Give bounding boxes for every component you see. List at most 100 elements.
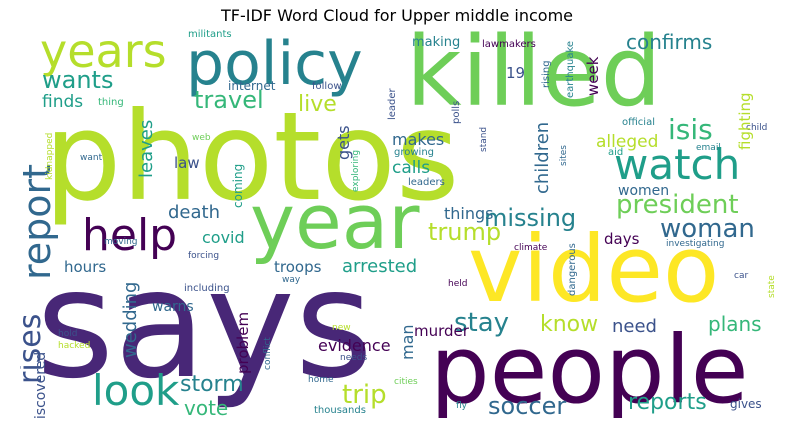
word-home: home: [308, 375, 334, 385]
word-help: help: [82, 210, 178, 261]
word-video: video: [468, 216, 720, 323]
word-alleged: alleged: [596, 132, 659, 152]
word-forcing: forcing: [188, 251, 220, 261]
word-official: official: [622, 117, 655, 128]
word-dangerous: dangerous: [567, 243, 578, 296]
word-climate: climate: [514, 243, 548, 253]
word-way: way: [282, 275, 301, 285]
word-children: children: [532, 121, 553, 194]
word-thing: thing: [98, 97, 124, 108]
word-leaves: leaves: [136, 119, 157, 178]
word-kidnapped: kidnapped: [45, 132, 55, 180]
word-gives: gives: [730, 397, 762, 411]
word-investigating: investigating: [666, 239, 725, 249]
word-cloud: says photos killed video people year pol…: [20, 28, 788, 418]
word-death: death: [168, 202, 220, 223]
word-isis: isis: [668, 113, 713, 146]
word-lawmakers: lawmakers: [482, 39, 536, 50]
word-leaders: leaders: [408, 177, 445, 188]
chart-title: TF-IDF Word Cloud for Upper middle incom…: [220, 6, 573, 25]
word-killed: killed: [406, 28, 662, 128]
word-fighting: fighting: [736, 92, 754, 150]
word-soccer: soccer: [488, 392, 567, 418]
word-want: want: [80, 153, 103, 163]
word-murder: murder: [414, 322, 469, 340]
word-web: web: [192, 133, 211, 143]
word-people: people: [430, 316, 749, 418]
word-women: women: [618, 183, 670, 199]
word-rising: rising: [541, 60, 552, 88]
word-know: know: [540, 312, 599, 337]
word-growing: growing: [394, 147, 434, 158]
word-storm: storm: [180, 372, 244, 397]
word-arrested: arrested: [342, 256, 418, 277]
word-conflict: conflict: [263, 337, 273, 370]
word-policy: policy: [186, 29, 363, 99]
word-discovered: discovered: [33, 351, 49, 418]
word-aid: aid: [608, 147, 624, 158]
word-19: 19: [506, 64, 526, 82]
word-year: year: [250, 177, 420, 266]
word-vote: vote: [184, 396, 229, 418]
word-state: state: [767, 275, 777, 298]
word-week: week: [584, 56, 602, 96]
word-plans: plans: [708, 312, 762, 336]
word-days: days: [604, 230, 640, 248]
word-hold: hold: [58, 329, 78, 339]
word-militants: militants: [188, 29, 232, 40]
word-exploring: exploring: [351, 149, 361, 192]
word-live: live: [298, 92, 337, 117]
word-covid: covid: [202, 228, 245, 247]
word-travel: travel: [194, 86, 264, 114]
word-troops: troops: [274, 258, 322, 276]
word-thousands: thousands: [314, 405, 366, 416]
word-internet: internet: [228, 79, 276, 93]
word-need: need: [612, 316, 657, 337]
word-new: new: [332, 323, 351, 333]
word-woman: woman: [660, 214, 755, 244]
word-follow: follow: [312, 81, 342, 92]
word-look: look: [92, 366, 180, 415]
word-polls: polls: [451, 100, 462, 124]
word-needs: needs: [340, 353, 368, 363]
word-warns: warns: [152, 299, 194, 315]
word-reports: reports: [628, 390, 707, 415]
word-evidence: evidence: [318, 336, 391, 355]
word-finds: finds: [42, 92, 84, 112]
word-watch: watch: [614, 140, 741, 189]
word-missing: missing: [484, 204, 577, 232]
word-hacked: hacked: [58, 341, 91, 351]
word-earthquake: earthquake: [565, 40, 576, 98]
word-held: held: [448, 279, 468, 289]
word-makes: makes: [392, 130, 445, 149]
word-fly: fly: [456, 401, 467, 411]
word-confirms: confirms: [626, 30, 713, 54]
word-child: child: [746, 123, 768, 133]
word-trip: trip: [342, 380, 387, 410]
word-cities: cities: [394, 377, 418, 387]
word-problem: problem: [234, 311, 252, 374]
word-things: things: [444, 204, 494, 223]
word-man: man: [398, 324, 417, 360]
word-years: years: [40, 28, 167, 78]
word-including: including: [184, 283, 230, 294]
word-making: making: [412, 35, 461, 50]
word-wedding: wedding: [120, 281, 141, 358]
word-sites: sites: [559, 145, 569, 166]
word-trump: trump: [428, 218, 502, 246]
word-report: report: [20, 163, 59, 280]
word-stay: stay: [454, 308, 510, 338]
word-photos: photos: [44, 86, 460, 228]
word-leader: leader: [387, 88, 398, 120]
word-calls: calls: [392, 158, 431, 178]
word-says: says: [36, 238, 373, 412]
word-moving: moving: [104, 237, 138, 247]
word-email: email: [696, 143, 721, 153]
word-car: car: [734, 271, 749, 281]
word-hours: hours: [64, 258, 107, 276]
word-wants: wants: [42, 66, 114, 94]
word-coming: coming: [231, 163, 245, 208]
word-gets: gets: [334, 125, 353, 160]
word-stand: stand: [479, 126, 489, 152]
word-law: law: [174, 154, 200, 172]
